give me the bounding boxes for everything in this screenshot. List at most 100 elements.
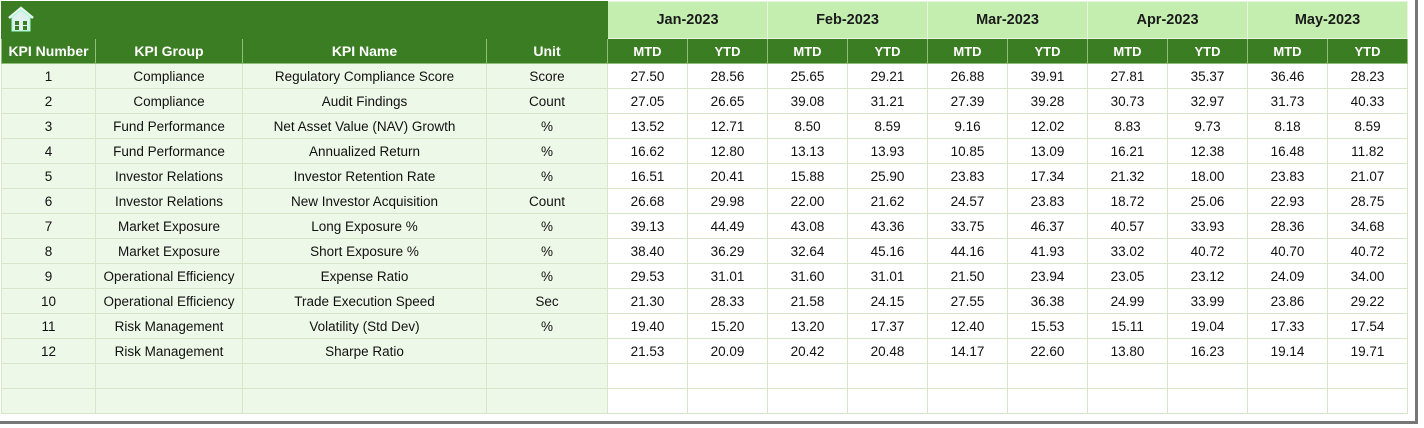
ytd-cell[interactable]: 20.48 (847, 338, 928, 364)
mtd-cell[interactable]: 23.86 (1247, 288, 1328, 314)
mtd-cell[interactable]: 21.30 (607, 288, 688, 314)
kpi-number-cell[interactable] (1, 363, 96, 389)
ytd-cell[interactable]: 40.33 (1327, 88, 1408, 114)
kpi-name-cell[interactable]: Long Exposure % (242, 213, 487, 239)
mtd-cell[interactable]: 27.39 (927, 88, 1008, 114)
kpi-name-cell[interactable] (242, 388, 487, 414)
mtd-cell[interactable]: 22.00 (767, 188, 848, 214)
kpi-group-cell[interactable]: Market Exposure (95, 213, 243, 239)
ytd-cell[interactable]: 21.62 (847, 188, 928, 214)
kpi-number-cell[interactable]: 1 (1, 63, 96, 89)
kpi-group-cell[interactable]: Compliance (95, 63, 243, 89)
ytd-cell[interactable]: 19.71 (1327, 338, 1408, 364)
ytd-cell[interactable] (687, 363, 768, 389)
ytd-cell[interactable] (1327, 388, 1408, 414)
mtd-cell[interactable]: 16.48 (1247, 138, 1328, 164)
mtd-cell[interactable]: 44.16 (927, 238, 1008, 264)
kpi-name-cell[interactable]: Expense Ratio (242, 263, 487, 289)
ytd-cell[interactable]: 23.94 (1007, 263, 1088, 289)
mtd-cell[interactable]: 29.53 (607, 263, 688, 289)
mtd-cell[interactable] (927, 363, 1008, 389)
unit-cell[interactable]: % (486, 113, 608, 139)
mtd-cell[interactable]: 27.05 (607, 88, 688, 114)
ytd-cell[interactable]: 46.37 (1007, 213, 1088, 239)
mtd-cell[interactable]: 31.73 (1247, 88, 1328, 114)
mtd-cell[interactable]: 22.93 (1247, 188, 1328, 214)
ytd-cell[interactable] (687, 388, 768, 414)
mtd-cell[interactable] (1247, 363, 1328, 389)
ytd-cell[interactable]: 23.12 (1167, 263, 1248, 289)
ytd-cell[interactable]: 29.21 (847, 63, 928, 89)
kpi-number-cell[interactable]: 10 (1, 288, 96, 314)
mtd-cell[interactable]: 28.36 (1247, 213, 1328, 239)
ytd-cell[interactable]: 40.72 (1327, 238, 1408, 264)
mtd-cell[interactable]: 24.99 (1087, 288, 1168, 314)
mtd-cell[interactable]: 36.46 (1247, 63, 1328, 89)
ytd-cell[interactable]: 12.71 (687, 113, 768, 139)
mtd-cell[interactable]: 17.33 (1247, 313, 1328, 339)
ytd-cell[interactable]: 45.16 (847, 238, 928, 264)
kpi-name-cell[interactable]: Regulatory Compliance Score (242, 63, 487, 89)
ytd-cell[interactable]: 29.98 (687, 188, 768, 214)
unit-cell[interactable]: Count (486, 88, 608, 114)
mtd-cell[interactable]: 21.32 (1087, 163, 1168, 189)
ytd-cell[interactable]: 20.41 (687, 163, 768, 189)
mtd-cell[interactable]: 24.57 (927, 188, 1008, 214)
kpi-name-cell[interactable]: Sharpe Ratio (242, 338, 487, 364)
ytd-cell[interactable]: 34.68 (1327, 213, 1408, 239)
mtd-cell[interactable]: 39.13 (607, 213, 688, 239)
ytd-cell[interactable]: 22.60 (1007, 338, 1088, 364)
ytd-cell[interactable] (1007, 363, 1088, 389)
unit-cell[interactable]: % (486, 313, 608, 339)
mtd-cell[interactable]: 39.08 (767, 88, 848, 114)
kpi-group-cell[interactable]: Operational Efficiency (95, 288, 243, 314)
ytd-cell[interactable]: 28.33 (687, 288, 768, 314)
mtd-cell[interactable]: 8.50 (767, 113, 848, 139)
kpi-name-cell[interactable]: Net Asset Value (NAV) Growth (242, 113, 487, 139)
ytd-cell[interactable]: 40.72 (1167, 238, 1248, 264)
mtd-cell[interactable]: 43.08 (767, 213, 848, 239)
ytd-cell[interactable]: 24.15 (847, 288, 928, 314)
mtd-cell[interactable] (927, 388, 1008, 414)
mtd-cell[interactable]: 33.75 (927, 213, 1008, 239)
mtd-cell[interactable]: 15.88 (767, 163, 848, 189)
ytd-cell[interactable]: 29.22 (1327, 288, 1408, 314)
ytd-cell[interactable]: 17.37 (847, 313, 928, 339)
mtd-cell[interactable]: 13.20 (767, 313, 848, 339)
unit-cell[interactable] (486, 388, 608, 414)
kpi-number-cell[interactable]: 3 (1, 113, 96, 139)
ytd-cell[interactable] (847, 363, 928, 389)
kpi-group-cell[interactable]: Risk Management (95, 313, 243, 339)
kpi-number-cell[interactable]: 9 (1, 263, 96, 289)
kpi-group-cell[interactable]: Fund Performance (95, 138, 243, 164)
unit-cell[interactable]: Count (486, 188, 608, 214)
ytd-cell[interactable]: 28.56 (687, 63, 768, 89)
mtd-cell[interactable]: 27.81 (1087, 63, 1168, 89)
ytd-cell[interactable]: 34.00 (1327, 263, 1408, 289)
mtd-cell[interactable]: 20.42 (767, 338, 848, 364)
ytd-cell[interactable]: 31.01 (847, 263, 928, 289)
kpi-number-cell[interactable]: 4 (1, 138, 96, 164)
ytd-cell[interactable] (1167, 363, 1248, 389)
ytd-cell[interactable]: 21.07 (1327, 163, 1408, 189)
ytd-cell[interactable]: 12.02 (1007, 113, 1088, 139)
mtd-cell[interactable]: 26.88 (927, 63, 1008, 89)
ytd-cell[interactable]: 26.65 (687, 88, 768, 114)
mtd-cell[interactable]: 24.09 (1247, 263, 1328, 289)
ytd-cell[interactable] (1327, 363, 1408, 389)
ytd-cell[interactable]: 20.09 (687, 338, 768, 364)
ytd-cell[interactable]: 8.59 (1327, 113, 1408, 139)
kpi-group-cell[interactable]: Compliance (95, 88, 243, 114)
ytd-cell[interactable]: 28.23 (1327, 63, 1408, 89)
ytd-cell[interactable]: 12.80 (687, 138, 768, 164)
unit-cell[interactable]: Sec (486, 288, 608, 314)
mtd-cell[interactable]: 26.68 (607, 188, 688, 214)
kpi-number-cell[interactable]: 5 (1, 163, 96, 189)
kpi-number-cell[interactable]: 8 (1, 238, 96, 264)
ytd-cell[interactable] (1167, 388, 1248, 414)
ytd-cell[interactable]: 39.91 (1007, 63, 1088, 89)
mtd-cell[interactable]: 21.58 (767, 288, 848, 314)
ytd-cell[interactable]: 31.21 (847, 88, 928, 114)
mtd-cell[interactable]: 27.55 (927, 288, 1008, 314)
kpi-name-cell[interactable]: New Investor Acquisition (242, 188, 487, 214)
